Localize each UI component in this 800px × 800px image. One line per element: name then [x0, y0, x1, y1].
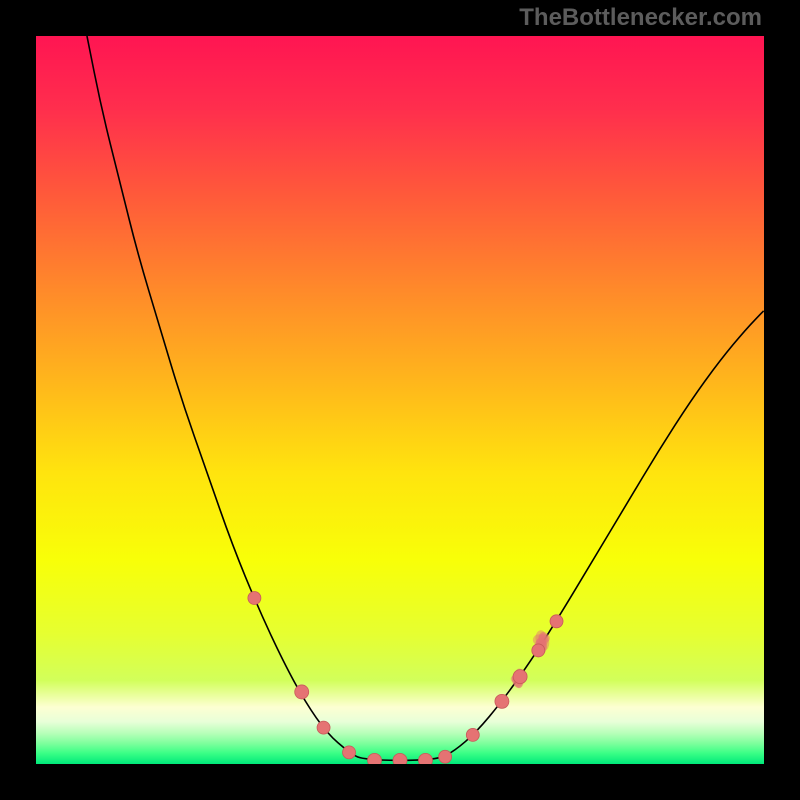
data-marker: [418, 753, 432, 764]
watermark-text: TheBottlenecker.com: [519, 4, 762, 32]
data-marker: [532, 644, 545, 657]
data-marker: [368, 753, 382, 764]
data-marker: [248, 592, 261, 605]
data-marker: [439, 750, 452, 763]
data-marker: [343, 746, 356, 759]
gradient-background: [36, 36, 764, 764]
data-marker: [550, 615, 563, 628]
data-marker: [466, 728, 479, 741]
data-marker: [393, 753, 407, 764]
bottleneck-chart: [36, 36, 764, 764]
data-marker: [295, 685, 309, 699]
data-marker: [317, 721, 330, 734]
data-marker: [513, 670, 527, 684]
plot-area: [36, 36, 764, 764]
data-marker: [495, 694, 509, 708]
